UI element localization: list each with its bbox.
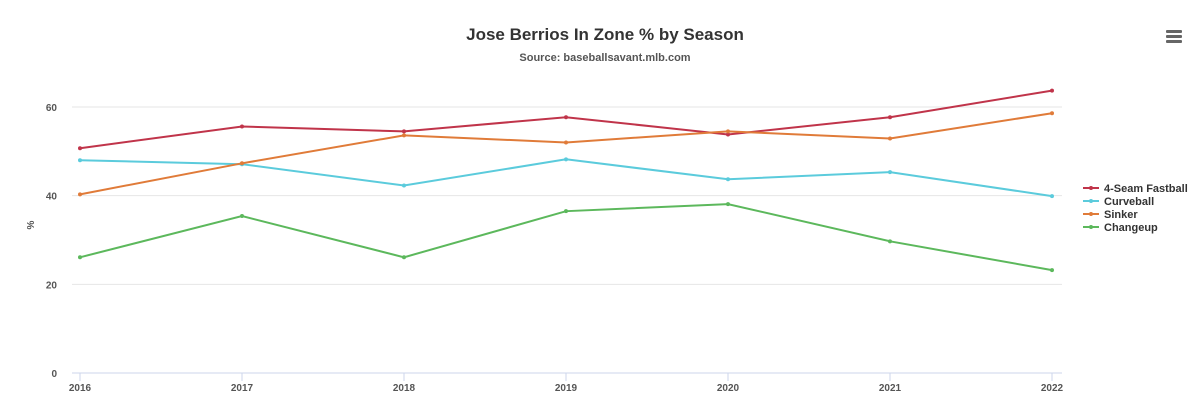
y-tick-label: 0 — [51, 369, 57, 380]
data-point — [402, 183, 406, 188]
data-point — [726, 177, 730, 182]
chart-subtitle: Source: baseballsavant.mlb.com — [519, 52, 690, 64]
legend-marker — [1089, 199, 1093, 203]
data-point — [726, 129, 730, 134]
x-tick-label: 2019 — [555, 383, 578, 394]
y-axis: 0 20 40 60 — [46, 103, 58, 380]
data-point — [402, 133, 406, 138]
data-point — [1050, 268, 1054, 273]
legend-item-label: Curveball — [1104, 196, 1154, 208]
data-point — [78, 192, 82, 197]
chart-title: Jose Berrios In Zone % by Season — [466, 25, 744, 44]
x-tick-label: 2020 — [717, 383, 740, 394]
data-point — [1050, 194, 1054, 199]
legend-marker — [1089, 186, 1093, 190]
data-point — [888, 136, 892, 141]
data-point — [564, 115, 568, 120]
legend-item-label: 4-Seam Fastball — [1104, 183, 1188, 195]
series-line-curveball — [79, 158, 1053, 198]
series-line-sinker — [79, 112, 1053, 196]
data-point — [402, 255, 406, 260]
data-point — [78, 255, 82, 260]
data-point — [726, 132, 730, 137]
y-axis-label: % — [26, 220, 37, 229]
legend-marker — [1089, 212, 1093, 216]
series-line-changeup — [79, 203, 1053, 272]
data-point — [240, 124, 244, 129]
data-point — [888, 239, 892, 244]
legend-item-label: Sinker — [1104, 209, 1138, 221]
data-point — [1050, 111, 1054, 116]
gridlines — [72, 106, 1062, 374]
hamburger-menu-icon[interactable] — [1166, 30, 1182, 44]
data-point — [240, 161, 244, 166]
y-tick-label: 20 — [46, 280, 58, 291]
x-axis: 2016 2017 2018 2019 2020 2021 2022 — [69, 373, 1064, 394]
x-tick-label: 2016 — [69, 383, 92, 394]
data-point — [1050, 88, 1054, 93]
x-tick-label: 2018 — [393, 383, 416, 394]
data-point — [888, 170, 892, 175]
x-tick-label: 2021 — [879, 383, 902, 394]
data-point — [564, 157, 568, 162]
data-point — [564, 209, 568, 214]
data-point — [726, 202, 730, 207]
data-point — [564, 140, 568, 145]
y-tick-label: 40 — [46, 192, 58, 203]
x-tick-label: 2017 — [231, 383, 254, 394]
x-tick-label: 2022 — [1041, 383, 1064, 394]
legend-item-label: Changeup — [1104, 222, 1158, 234]
data-point — [78, 146, 82, 151]
data-point — [402, 129, 406, 134]
series-lines — [78, 88, 1054, 273]
data-point — [240, 214, 244, 219]
y-tick-label: 60 — [46, 103, 58, 114]
data-point — [78, 158, 82, 163]
data-point — [888, 115, 892, 120]
legend-marker — [1089, 225, 1093, 229]
series-line-4-seam-fastball — [79, 89, 1053, 150]
